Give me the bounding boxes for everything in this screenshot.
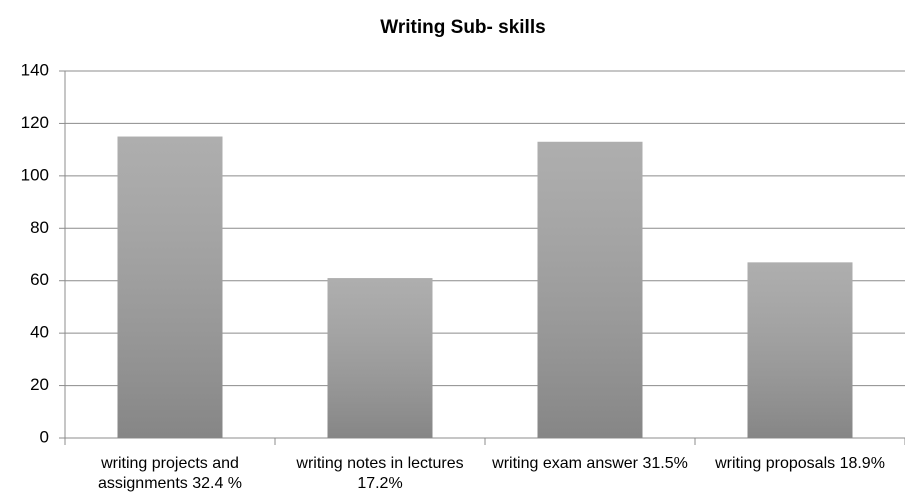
y-tick-label: 60 — [30, 270, 49, 289]
y-tick-label: 120 — [21, 113, 49, 132]
y-tick-label: 80 — [30, 218, 49, 237]
y-tick-label: 0 — [40, 427, 49, 446]
x-tick-label: writing notes in lectures 17.2% — [296, 455, 464, 492]
bar — [117, 136, 223, 439]
y-tick-label: 40 — [30, 323, 49, 342]
bar — [537, 141, 643, 438]
y-tick-label: 140 — [21, 60, 49, 79]
bar — [327, 278, 433, 438]
y-tick-label: 20 — [30, 375, 49, 394]
x-tick-label: writing proposals 18.9% — [715, 455, 885, 472]
bar — [747, 262, 853, 438]
x-tick-label: writing exam answer 31.5% — [492, 455, 688, 472]
chart-title: Writing Sub- skills — [380, 17, 545, 38]
x-tick-label: writing projects and assignments 32.4 % — [97, 455, 243, 492]
y-tick-label: 100 — [21, 165, 49, 184]
